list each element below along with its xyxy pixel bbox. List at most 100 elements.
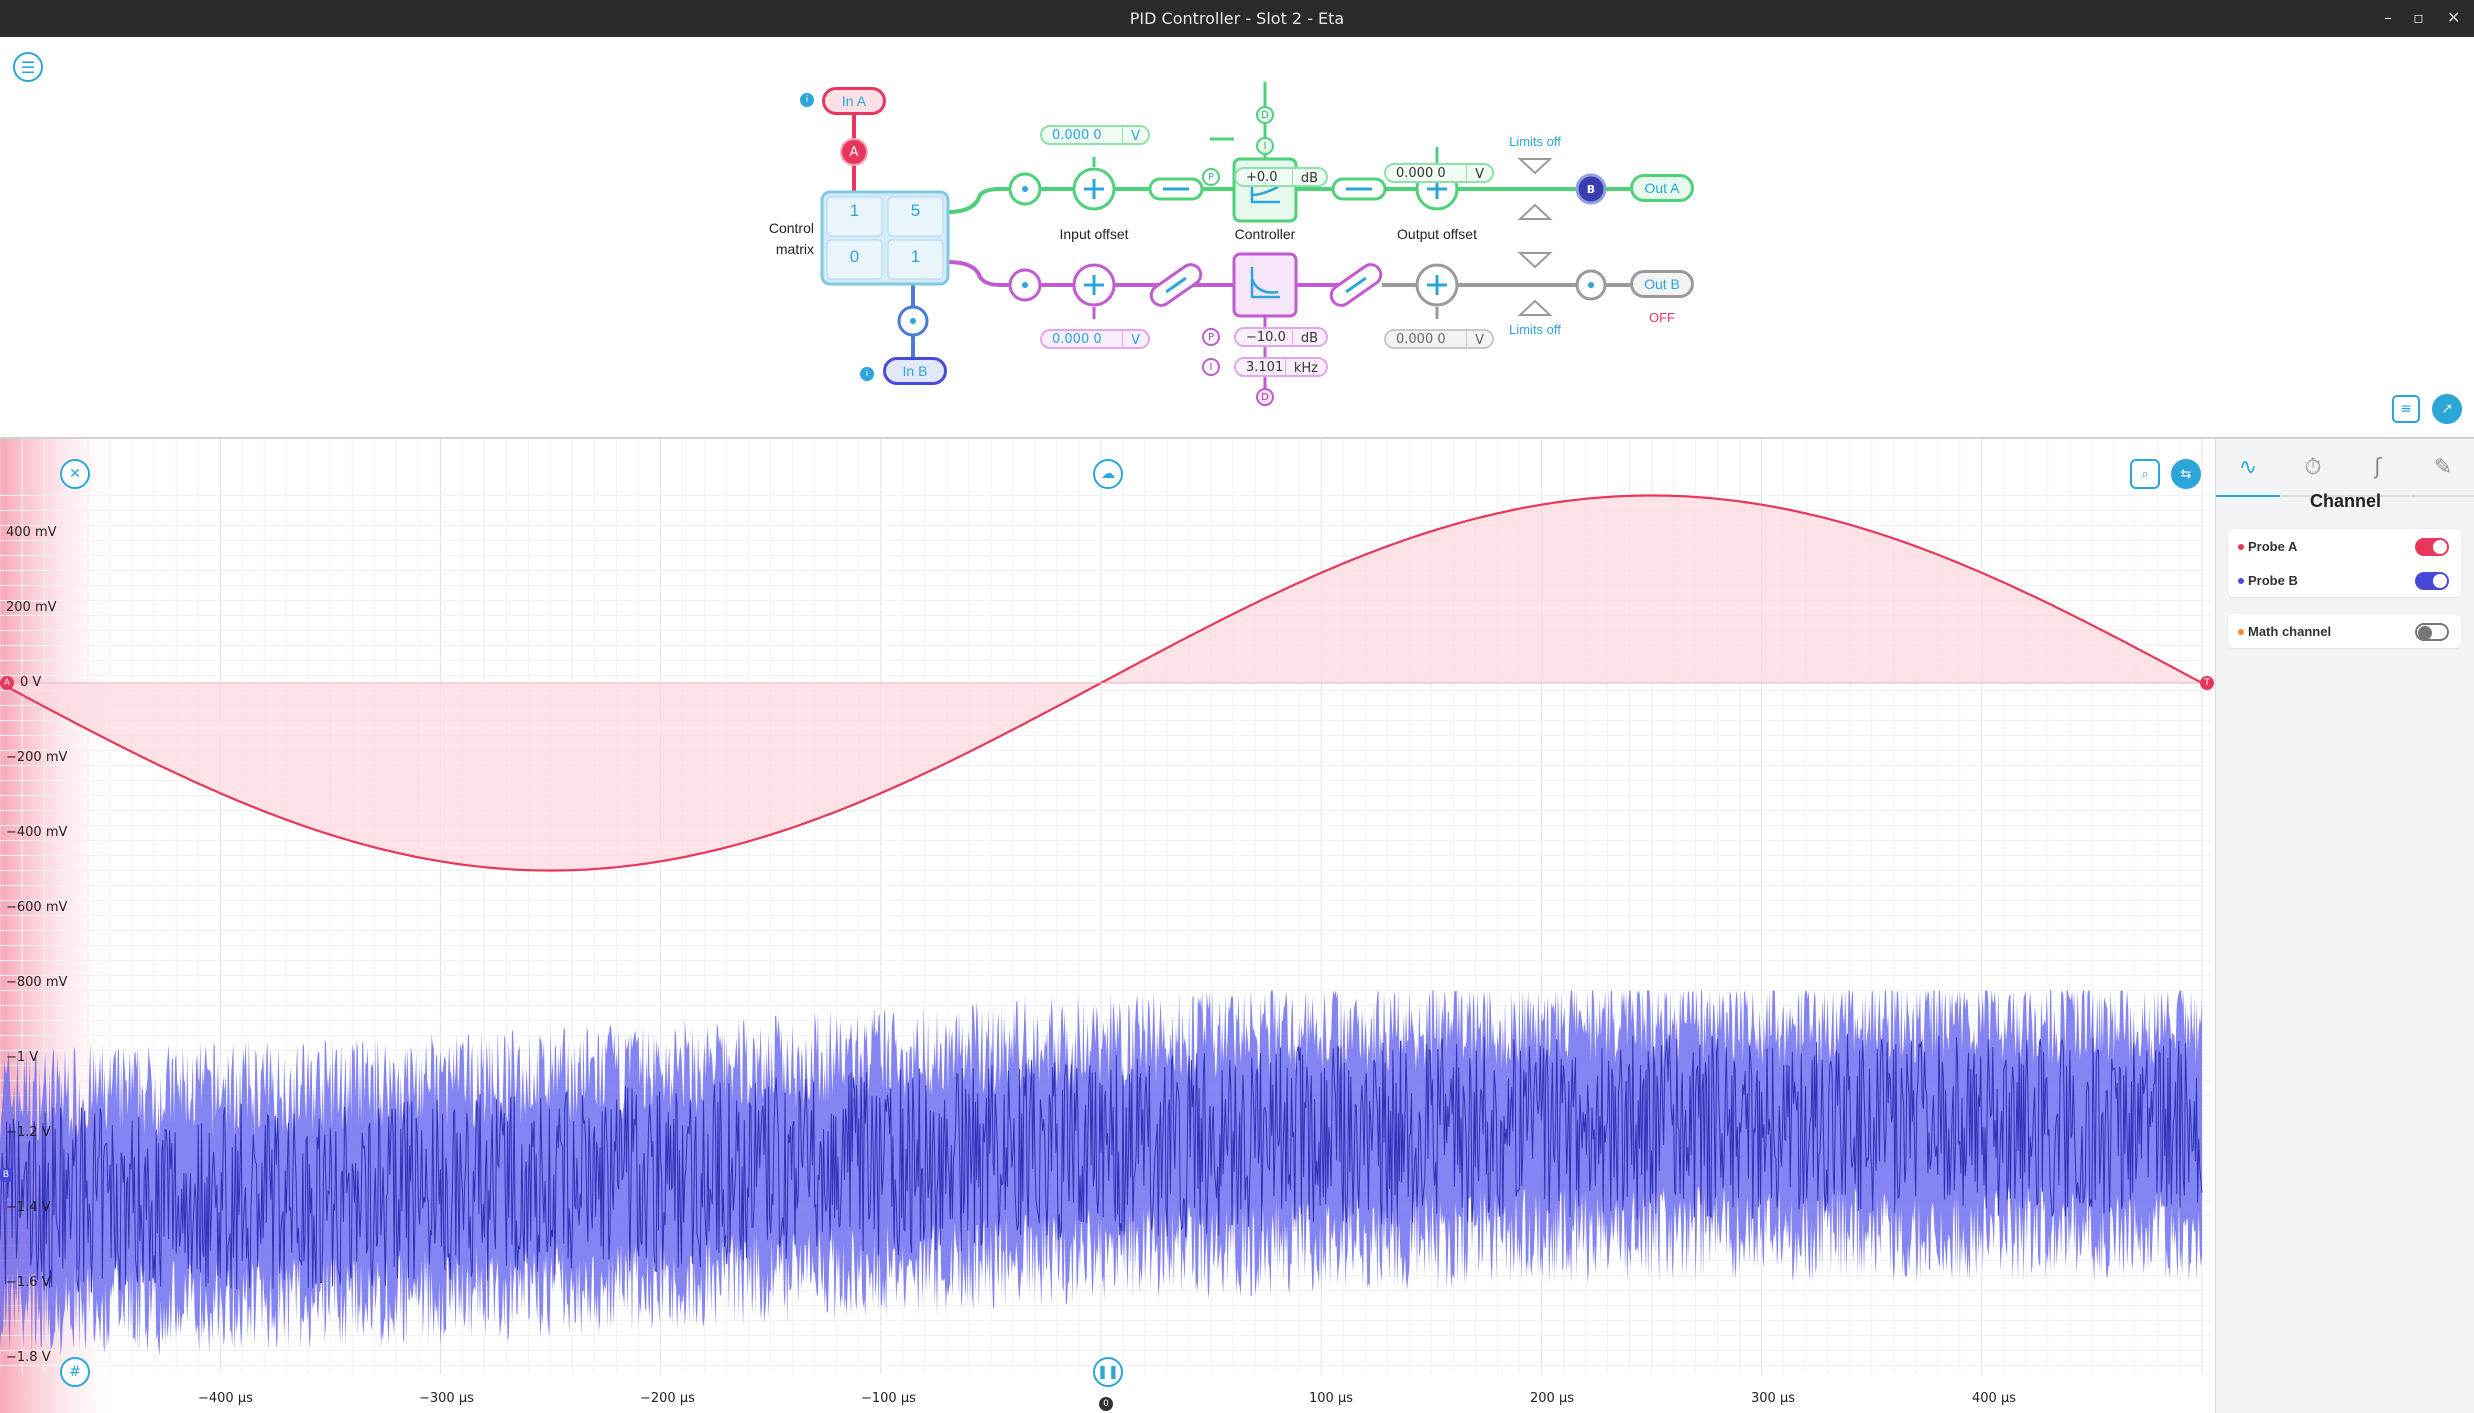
- output-b-port[interactable]: Out B: [1630, 270, 1694, 298]
- cursors-tab-icon[interactable]: ✎: [2411, 439, 2474, 497]
- port-a-badge: A: [840, 138, 868, 166]
- menu-icon[interactable]: ☰: [13, 52, 43, 82]
- ch1-output-offset-field[interactable]: 0.000 0 V: [1384, 163, 1494, 183]
- ch2-p-gain-field[interactable]: −10.0 dB: [1234, 327, 1328, 347]
- ch2-input-offset-field[interactable]: 0.000 0 V: [1040, 329, 1150, 349]
- ch2-input-offset-unit: V: [1122, 331, 1148, 349]
- ch1-input-offset-unit: V: [1122, 127, 1148, 145]
- probe-a-toggle[interactable]: [2415, 538, 2449, 556]
- ch2-i-freq-unit: kHz: [1284, 359, 1326, 377]
- output-b-state: OFF: [1649, 310, 1675, 325]
- ch2-limits-label[interactable]: Limits off: [1509, 322, 1561, 337]
- y-tick: 400 mV: [6, 525, 57, 540]
- input-b-port[interactable]: In B: [883, 357, 947, 385]
- channel-name: Probe B: [2248, 572, 2298, 588]
- y-tick: −1.4 V: [6, 1200, 51, 1215]
- info-icon[interactable]: i: [800, 93, 814, 107]
- math-color-dot: [2238, 629, 2244, 635]
- input-offset-label: Input offset: [1059, 226, 1129, 242]
- pause-icon[interactable]: ❚❚: [1093, 1357, 1123, 1387]
- control-matrix-label: Control matrix: [768, 220, 814, 257]
- channel-row-probe-b[interactable]: Probe B: [2228, 563, 2461, 597]
- plot-canvas: [0, 439, 2212, 1413]
- zoom-icon[interactable]: ⌕: [2130, 459, 2160, 489]
- waveform-tab-icon[interactable]: ∿: [2216, 439, 2280, 497]
- title-bar: PID Controller - Slot 2 - Eta – ▫ ✕: [0, 0, 2474, 37]
- maximize-button[interactable]: ▫: [2413, 8, 2424, 27]
- panel-divider[interactable]: [0, 437, 2474, 439]
- ch2-output-offset-unit: V: [1466, 331, 1492, 349]
- y-tick: 200 mV: [6, 600, 57, 615]
- x-tick: −300 µs: [419, 1391, 474, 1406]
- y-tick: −1.8 V: [6, 1350, 51, 1365]
- ch2-i-freq-field[interactable]: 3.101 kHz: [1234, 357, 1328, 377]
- channel-row-math[interactable]: Math channel: [2228, 614, 2461, 648]
- math-channel-name: Math channel: [2248, 623, 2332, 639]
- ch1-limits-label[interactable]: Limits off: [1509, 134, 1561, 149]
- ch2-p-gain-value: −10.0: [1246, 329, 1286, 345]
- minimize-button[interactable]: –: [2384, 8, 2392, 27]
- oscilloscope-plot[interactable]: 400 mV 200 mV 0 V −200 mV −400 mV −600 m…: [0, 439, 2214, 1413]
- x-tick: −100 µs: [861, 1391, 916, 1406]
- ch2-i-toggle[interactable]: I: [1202, 358, 1220, 376]
- window-title: PID Controller - Slot 2 - Eta: [1129, 9, 1345, 28]
- cloud-upload-icon[interactable]: ☁: [1093, 459, 1123, 489]
- y-tick: −1.2 V: [6, 1125, 51, 1140]
- ch1-output-offset-value: 0.000 0: [1396, 165, 1446, 181]
- x-tick: 100 µs: [1309, 1391, 1353, 1406]
- math-toggle[interactable]: [2415, 623, 2449, 641]
- ch1-p-gain-value: +0.0: [1246, 169, 1278, 185]
- input-a-port[interactable]: In A: [822, 87, 886, 115]
- grid-icon[interactable]: #: [60, 1357, 90, 1387]
- matrix-cell[interactable]: 1: [849, 201, 860, 220]
- settings-sliders-icon[interactable]: ⇆: [2171, 459, 2201, 489]
- probe-a-offset-marker[interactable]: A: [0, 676, 14, 690]
- ch1-p-gain-unit: dB: [1291, 169, 1326, 187]
- ch1-i-toggle[interactable]: I: [1256, 137, 1274, 155]
- close-icon[interactable]: ✕: [60, 459, 90, 489]
- probe-b-offset-marker[interactable]: B: [0, 1168, 12, 1182]
- trigger-tab-icon[interactable]: ʃ: [2346, 439, 2410, 497]
- matrix-cell[interactable]: 5: [910, 201, 921, 220]
- ch1-p-gain-field[interactable]: +0.0 dB: [1234, 167, 1328, 187]
- ch1-output-offset-unit: V: [1466, 165, 1492, 183]
- ch2-output-offset-field[interactable]: 0.000 0 V: [1384, 329, 1494, 349]
- x-tick: 200 µs: [1530, 1391, 1574, 1406]
- matrix-cell[interactable]: 0: [849, 247, 860, 266]
- math-card: Math channel: [2228, 614, 2461, 648]
- output-a-port[interactable]: Out A: [1630, 174, 1694, 202]
- timebase-tab-icon[interactable]: ⏱: [2281, 439, 2345, 497]
- ch2-p-toggle[interactable]: P: [1202, 328, 1220, 346]
- y-tick: −400 mV: [6, 825, 68, 840]
- x-tick: 300 µs: [1751, 1391, 1795, 1406]
- block-diagram-area: ☰: [0, 37, 2474, 437]
- matrix-cell[interactable]: 1: [910, 247, 921, 266]
- ch2-i-freq-value: 3.101: [1246, 359, 1284, 375]
- ch1-d-toggle[interactable]: D: [1256, 106, 1274, 124]
- info-icon[interactable]: i: [860, 367, 874, 381]
- channel-card: Probe A Probe B: [2228, 529, 2461, 597]
- notes-icon[interactable]: ≡: [2392, 395, 2420, 423]
- ch2-input-offset-value: 0.000 0: [1052, 331, 1102, 347]
- trigger-level-marker[interactable]: T: [2200, 676, 2214, 690]
- probe-b-color-dot: [2238, 578, 2244, 584]
- ch2-p-gain-unit: dB: [1291, 329, 1326, 347]
- ch1-p-toggle[interactable]: P: [1202, 168, 1220, 186]
- ch1-input-offset-field[interactable]: 0.000 0 V: [1040, 125, 1150, 145]
- y-tick: −800 mV: [6, 975, 68, 990]
- ch2-d-toggle[interactable]: D: [1256, 388, 1274, 406]
- probe-b-envelope: [0, 990, 2202, 1358]
- y-tick: −1 V: [6, 1050, 39, 1065]
- probe-b-trace: [0, 1034, 2203, 1293]
- y-tick: −600 mV: [6, 900, 68, 915]
- trigger-time-marker[interactable]: 0: [1099, 1397, 1113, 1411]
- close-window-button[interactable]: ✕: [2447, 8, 2461, 27]
- ch1-input-offset-value: 0.000 0: [1052, 127, 1102, 143]
- oscilloscope-icon[interactable]: ↗: [2432, 394, 2462, 424]
- x-tick: −400 µs: [198, 1391, 253, 1406]
- controller-label: Controller: [1234, 226, 1296, 242]
- probe-b-toggle[interactable]: [2415, 572, 2449, 590]
- channel-name: Probe A: [2248, 538, 2298, 554]
- channel-row-probe-a[interactable]: Probe A: [2228, 529, 2461, 563]
- panel-title: Channel: [2309, 491, 2381, 511]
